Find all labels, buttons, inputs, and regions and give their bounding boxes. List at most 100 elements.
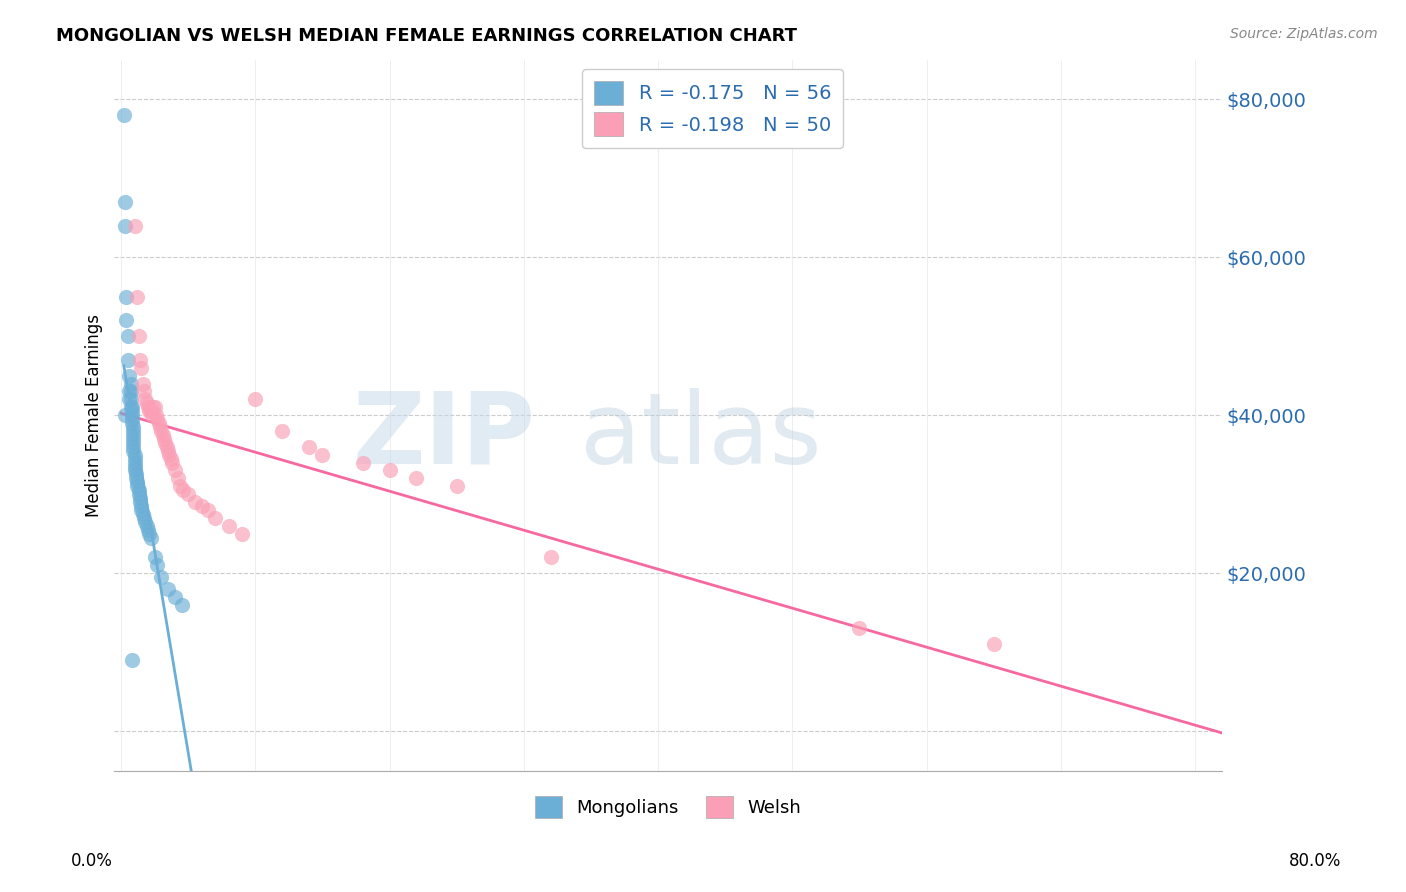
Point [132, 384, 155, 399]
Point [115, 313, 138, 327]
Point [146, 412, 169, 426]
Point [245, 392, 267, 407]
Y-axis label: Median Female Earnings: Median Female Earnings [86, 314, 103, 516]
Point [117, 329, 139, 343]
Point [117, 352, 139, 367]
Text: ZIP: ZIP [353, 388, 536, 485]
Point [848, 622, 870, 636]
Point [157, 443, 180, 458]
Text: Source: ZipAtlas.com: Source: ZipAtlas.com [1230, 27, 1378, 41]
Point [378, 463, 401, 477]
Point [121, 416, 143, 430]
Point [150, 570, 173, 584]
Point [141, 408, 163, 422]
Point [124, 451, 146, 466]
Point [204, 511, 226, 525]
Point [121, 408, 143, 422]
Point [139, 531, 162, 545]
Point [136, 523, 159, 537]
Point [112, 108, 135, 122]
Point [120, 384, 142, 399]
Point [125, 471, 148, 485]
Point [135, 518, 157, 533]
Point [145, 408, 167, 422]
Point [128, 483, 150, 498]
Point [120, 392, 142, 407]
Point [177, 487, 200, 501]
Point [159, 448, 181, 462]
Point [121, 653, 143, 667]
Point [127, 290, 149, 304]
Point [131, 376, 153, 391]
Text: atlas: atlas [579, 388, 821, 485]
Point [153, 432, 176, 446]
Point [122, 424, 145, 438]
Point [169, 479, 191, 493]
Point [114, 194, 136, 209]
Point [143, 401, 166, 415]
Point [157, 582, 180, 596]
Point [124, 456, 146, 470]
Point [150, 424, 173, 438]
Point [127, 479, 149, 493]
Point [124, 448, 146, 462]
Point [114, 219, 136, 233]
Point [134, 515, 156, 529]
Point [121, 404, 143, 418]
Point [446, 479, 468, 493]
Point [118, 392, 141, 407]
Text: MONGOLIAN VS WELSH MEDIAN FEMALE EARNINGS CORRELATION CHART: MONGOLIAN VS WELSH MEDIAN FEMALE EARNING… [56, 27, 797, 45]
Point [138, 526, 160, 541]
Point [121, 401, 143, 415]
Point [156, 440, 179, 454]
Point [118, 384, 141, 399]
Point [122, 435, 145, 450]
Point [129, 491, 152, 505]
Point [129, 360, 152, 375]
Point [118, 368, 141, 383]
Point [149, 420, 172, 434]
Point [134, 392, 156, 407]
Point [983, 637, 1005, 651]
Point [231, 526, 253, 541]
Point [132, 511, 155, 525]
Point [124, 219, 146, 233]
Point [128, 329, 150, 343]
Point [172, 483, 194, 498]
Point [163, 590, 186, 604]
Point [122, 443, 145, 458]
Point [135, 396, 157, 410]
Point [142, 401, 165, 415]
Point [163, 463, 186, 477]
Point [148, 416, 170, 430]
Point [160, 456, 183, 470]
Point [152, 428, 174, 442]
Point [298, 440, 321, 454]
Point [122, 428, 145, 442]
Point [271, 424, 294, 438]
Point [352, 456, 374, 470]
Point [159, 451, 181, 466]
Point [197, 503, 219, 517]
Point [120, 376, 142, 391]
Point [121, 412, 143, 426]
Point [184, 495, 207, 509]
Point [124, 459, 146, 474]
Point [125, 467, 148, 482]
Point [115, 290, 138, 304]
Point [129, 352, 152, 367]
Point [122, 432, 145, 446]
Point [405, 471, 427, 485]
Point [166, 471, 188, 485]
Point [120, 401, 142, 415]
Point [190, 499, 212, 513]
Point [122, 420, 145, 434]
Point [170, 598, 193, 612]
Point [122, 440, 145, 454]
Point [129, 499, 152, 513]
Text: 80.0%: 80.0% [1288, 852, 1341, 870]
Point [218, 518, 240, 533]
Point [114, 408, 136, 422]
Point [540, 550, 562, 565]
Point [129, 503, 152, 517]
